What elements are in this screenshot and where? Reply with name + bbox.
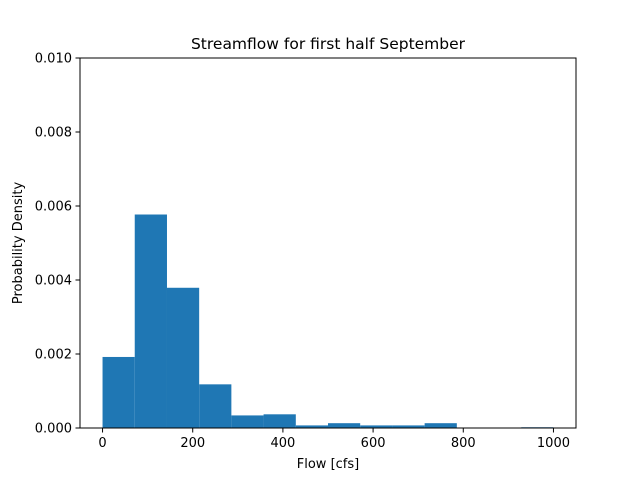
y-axis-label: Probability Density [11,182,26,305]
x-tick-label: 200 [180,436,205,451]
histogram-bar [424,423,457,428]
y-tick-label: 0.000 [35,422,72,437]
histogram-bar [134,214,167,428]
y-tick-label: 0.010 [35,52,72,67]
x-tick-label: 800 [451,436,476,451]
x-tick-label: 1000 [537,436,570,451]
histogram-bar [102,356,135,428]
x-tick-label: 600 [361,436,386,451]
plot-frame [79,57,577,429]
histogram-bar [295,425,328,428]
histogram-bar [392,425,425,428]
y-tick-label: 0.006 [35,200,72,215]
y-tick-label: 0.002 [35,348,72,363]
histogram-bar [263,414,296,428]
histogram-bar [231,415,264,428]
y-tick-label: 0.004 [35,274,72,289]
x-axis-ticks: 0 200 400 600 800 1000 [98,428,570,451]
histogram-bar [166,287,200,428]
histogram-bar [360,425,393,428]
chart-title: Streamflow for first half September [191,35,466,53]
histogram-bar [199,384,232,428]
x-axis-label: Flow [cfs] [297,457,359,472]
x-tick-label: 0 [98,436,106,451]
x-tick-label: 400 [270,436,295,451]
histogram-bar [328,423,361,428]
histogram-bars [102,214,554,428]
y-tick-label: 0.008 [35,126,72,141]
y-axis-ticks: 0.000 0.002 0.004 0.006 0.008 0.010 [35,52,80,437]
